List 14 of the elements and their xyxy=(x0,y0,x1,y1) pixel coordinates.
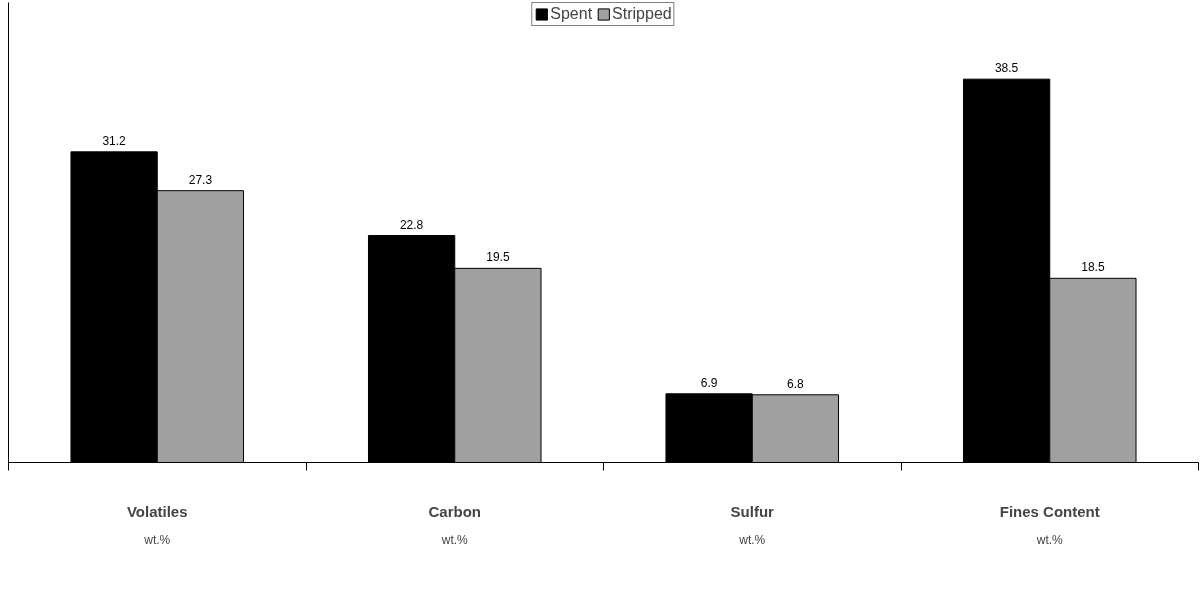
data-label: 19.5 xyxy=(486,250,510,265)
data-label: 22.8 xyxy=(399,217,424,232)
category-label: Sulfur wt.% xyxy=(730,502,774,547)
legend-label: Spent xyxy=(550,5,593,23)
legend-label: Stripped xyxy=(612,5,672,23)
category-label: Carbon wt.% xyxy=(428,502,481,547)
category-label: Fines Content wt.% xyxy=(999,502,1100,547)
data-label: 27.3 xyxy=(188,172,213,187)
data-label: 6.9 xyxy=(700,375,718,390)
category-label: Volatiles wt.% xyxy=(126,502,188,547)
data-label: 18.5 xyxy=(1081,260,1105,275)
data-label: 38.5 xyxy=(994,61,1019,76)
data-label: 6.8 xyxy=(787,376,805,391)
data-label: 31.2 xyxy=(102,133,127,148)
